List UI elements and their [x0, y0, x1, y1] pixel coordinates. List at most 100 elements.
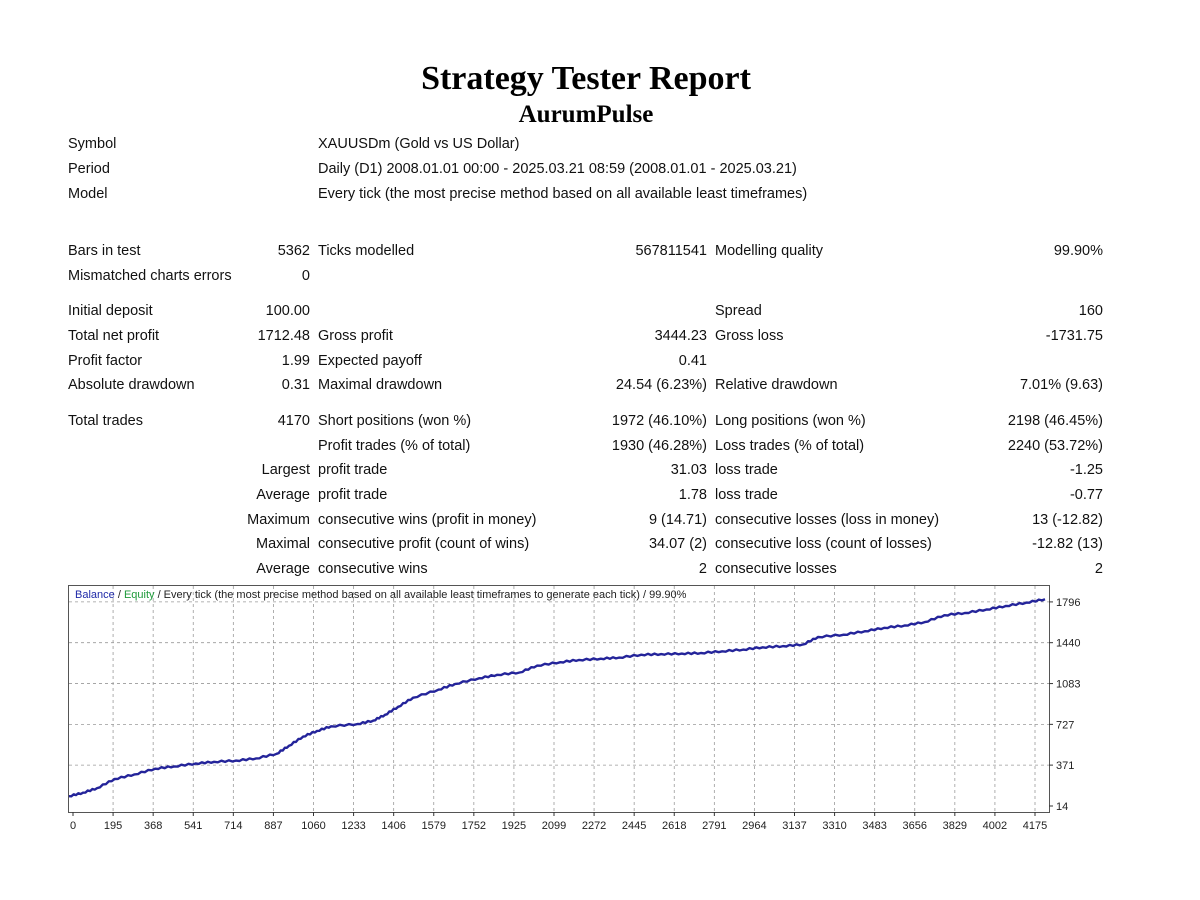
chart-x-axis: 0 195 368 541 714 887 1060 1233 1406 1579 1752 1925… [70, 812, 1047, 832]
model-label: Model [68, 186, 108, 202]
x-tick-label: 4002 [983, 820, 1007, 832]
netprofit-label: Total net profit [68, 328, 160, 344]
quality-value: 99.90% [1053, 243, 1103, 259]
x-tick-label: 1579 [422, 820, 446, 832]
x-tick-label: 3829 [943, 820, 967, 832]
long-label: Long positions (won %) [715, 413, 866, 429]
maximal-loss-value: -12.82 (13) [1032, 536, 1103, 552]
average-profit-value: 1.78 [678, 487, 707, 503]
largest-loss-value: -1.25 [1069, 462, 1103, 478]
x-tick-label: 541 [184, 820, 202, 832]
absdd-label: Absolute drawdown [68, 377, 195, 393]
grossloss-value: -1731.75 [1045, 328, 1103, 344]
x-tick-label: 368 [144, 820, 162, 832]
legend-separator: / [114, 589, 124, 601]
page-title: Strategy Tester Report [421, 60, 751, 97]
maximum-label: Maximum [247, 512, 310, 528]
bars-value: 5362 [277, 243, 310, 259]
maximal-profit-value: 34.07 (2) [648, 536, 707, 552]
grossprofit-value: 3444.23 [654, 328, 707, 344]
x-tick-label: 887 [264, 820, 282, 832]
avg-wins-value: 2 [698, 561, 707, 577]
maxdd-label: Maximal drawdown [318, 377, 443, 393]
legend-equity: Equity [123, 589, 155, 601]
reldd-value: 7.01% (9.63) [1019, 377, 1103, 393]
x-tick-label: 1925 [502, 820, 526, 832]
short-label: Short positions (won %) [318, 413, 472, 429]
grossloss-label: Gross loss [715, 328, 784, 344]
payoff-label: Expected payoff [318, 353, 422, 369]
average-loss-value: -0.77 [1069, 487, 1103, 503]
ticks-value: 567811541 [635, 243, 707, 259]
max-losses-value: 13 (-12.82) [1032, 512, 1103, 528]
x-tick-label: 714 [224, 820, 242, 832]
deposit-value: 100.00 [265, 303, 310, 319]
x-tick-label: 2445 [622, 820, 646, 832]
period-label: Period [68, 161, 110, 177]
trades-label: Total trades [68, 413, 143, 429]
x-tick-label: 2964 [742, 820, 766, 832]
bars-label: Bars in test [68, 243, 141, 259]
maximal-profit-label: consecutive profit (count of wins) [318, 536, 530, 552]
x-tick-label: 3137 [782, 820, 806, 832]
avg-losses-label: consecutive losses [715, 561, 837, 577]
max-losses-label: consecutive losses (loss in money) [715, 512, 940, 528]
losstrades-label: Loss trades (% of total) [715, 438, 865, 454]
max-wins-label: consecutive wins (profit in money) [318, 512, 537, 528]
x-tick-label: 2099 [542, 820, 566, 832]
average-label: Average [256, 487, 310, 503]
chart-plot-area [68, 585, 1050, 813]
x-tick-label: 195 [104, 820, 122, 832]
avg-consecutive-label: Average [256, 561, 310, 577]
maxdd-value: 24.54 (6.23%) [615, 377, 707, 393]
period-value: Daily (D1) 2008.01.01 00:00 - 2025.03.21… [318, 161, 797, 177]
x-tick-label: 4175 [1023, 820, 1047, 832]
x-tick-label: 2791 [702, 820, 726, 832]
avg-wins-label: consecutive wins [318, 561, 428, 577]
x-tick-label: 2272 [582, 820, 606, 832]
chart-grid [69, 586, 1049, 812]
chart-legend: Balance / Equity / Every tick (the most … [75, 589, 686, 601]
x-tick-label: 3656 [903, 820, 927, 832]
expert-name: AurumPulse [518, 101, 654, 128]
legend-balance: Balance [75, 589, 115, 601]
payoff-value: 0.41 [678, 353, 707, 369]
long-value: 2198 (46.45%) [1007, 413, 1103, 429]
x-tick-label: 1060 [301, 820, 325, 832]
mismatch-label: Mismatched charts errors [68, 268, 232, 284]
pf-label: Profit factor [68, 353, 143, 369]
y-tick-label: 1083 [1056, 679, 1080, 691]
netprofit-value: 1712.48 [257, 328, 310, 344]
largest-profit-label: profit trade [318, 462, 388, 478]
legend-description: / Every tick (the most precise method ba… [154, 589, 687, 601]
y-tick-label: 727 [1056, 719, 1074, 731]
ticks-label: Ticks modelled [318, 243, 415, 259]
spread-label: Spread [715, 303, 762, 319]
y-tick-label: 371 [1056, 760, 1074, 772]
avg-losses-value: 2 [1094, 561, 1103, 577]
x-tick-label: 0 [70, 820, 76, 832]
short-value: 1972 (46.10%) [611, 413, 707, 429]
y-tick-label: 1440 [1056, 638, 1080, 650]
symbol-value: XAUUSDm (Gold vs US Dollar) [318, 136, 520, 152]
model-value: Every tick (the most precise method base… [318, 186, 808, 202]
pf-value: 1.99 [281, 353, 310, 369]
profittrades-label: Profit trades (% of total) [318, 438, 471, 454]
balance-chart: 14 371 727 1083 1440 1796 0 195 368 541 714 887 106… [68, 585, 1080, 832]
deposit-label: Initial deposit [68, 303, 153, 319]
largest-profit-value: 31.03 [670, 462, 707, 478]
maximal-label: Maximal [256, 536, 310, 552]
largest-loss-label: loss trade [715, 462, 778, 478]
profittrades-value: 1930 (46.28%) [611, 438, 707, 454]
max-wins-value: 9 (14.71) [648, 512, 707, 528]
reldd-label: Relative drawdown [715, 377, 838, 393]
x-tick-label: 3483 [862, 820, 886, 832]
trades-value: 4170 [277, 413, 310, 429]
balance-series-line [68, 598, 1046, 798]
average-loss-label: loss trade [715, 487, 778, 503]
mismatch-value: 0 [301, 268, 310, 284]
losstrades-value: 2240 (53.72%) [1007, 438, 1103, 454]
maximal-loss-label: consecutive loss (count of losses) [715, 536, 932, 552]
chart-series [68, 598, 1046, 798]
spread-value: 160 [1078, 303, 1103, 319]
